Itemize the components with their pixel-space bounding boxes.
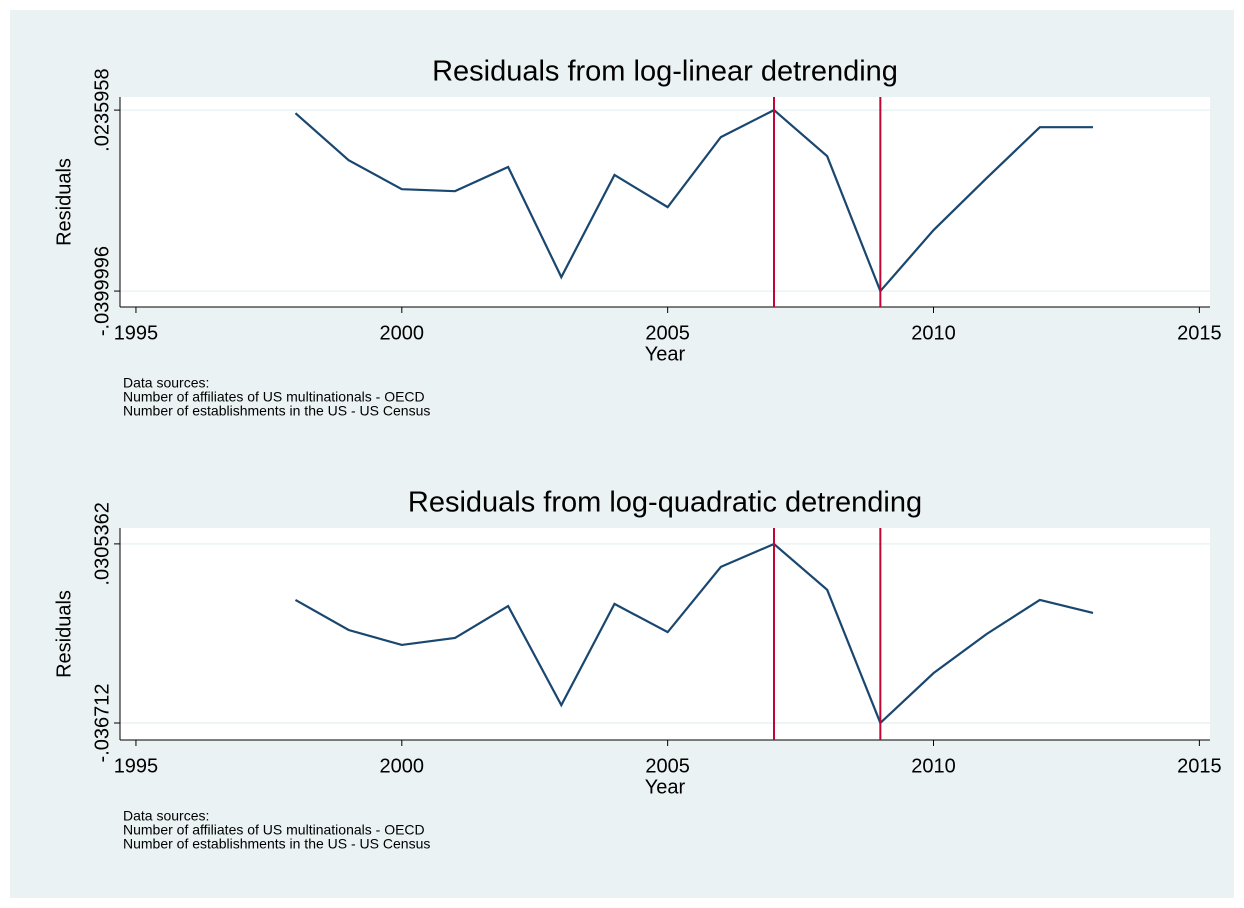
- x-tick-label: 1995: [114, 755, 159, 777]
- x-tick-label: 2015: [1177, 322, 1222, 344]
- y-axis-title: Residuals: [53, 158, 75, 246]
- note: Data sources:: [123, 808, 209, 824]
- x-tick-label: 2010: [911, 755, 956, 777]
- note: Data sources:: [123, 375, 209, 391]
- x-axis-title: Year: [645, 343, 686, 365]
- note: Number of establishments in the US - US …: [123, 836, 430, 852]
- x-tick-label: 2005: [645, 755, 690, 777]
- note: Number of affiliates of US multinational…: [123, 822, 425, 838]
- data-line: [294, 108, 1094, 294]
- note: Number of establishments in the US - US …: [123, 403, 430, 419]
- x-tick-label: 1995: [114, 322, 159, 344]
- plot-region: [120, 528, 1210, 740]
- y-tick-label: -.036712: [91, 684, 113, 763]
- x-axis-title: Year: [645, 776, 686, 798]
- x-tick-label: 2005: [645, 322, 690, 344]
- x-tick-label: 2000: [380, 322, 425, 344]
- note: Number of affiliates of US multinational…: [123, 389, 425, 405]
- plot-region: [120, 97, 1210, 307]
- x-tick-label: 2015: [1177, 755, 1222, 777]
- data-line: [294, 542, 1094, 725]
- x-tick-label: 2000: [380, 755, 425, 777]
- y-tick-label: .0305362: [91, 502, 113, 585]
- y-axis-title: Residuals: [53, 590, 75, 678]
- y-tick-label: -.0399996: [91, 246, 113, 336]
- y-tick-label: .0235958: [91, 68, 113, 151]
- chart-title: Residuals from log-linear detrending: [432, 56, 898, 88]
- chart-title: Residuals from log-quadratic detrending: [408, 487, 922, 519]
- x-tick-label: 2010: [911, 322, 956, 344]
